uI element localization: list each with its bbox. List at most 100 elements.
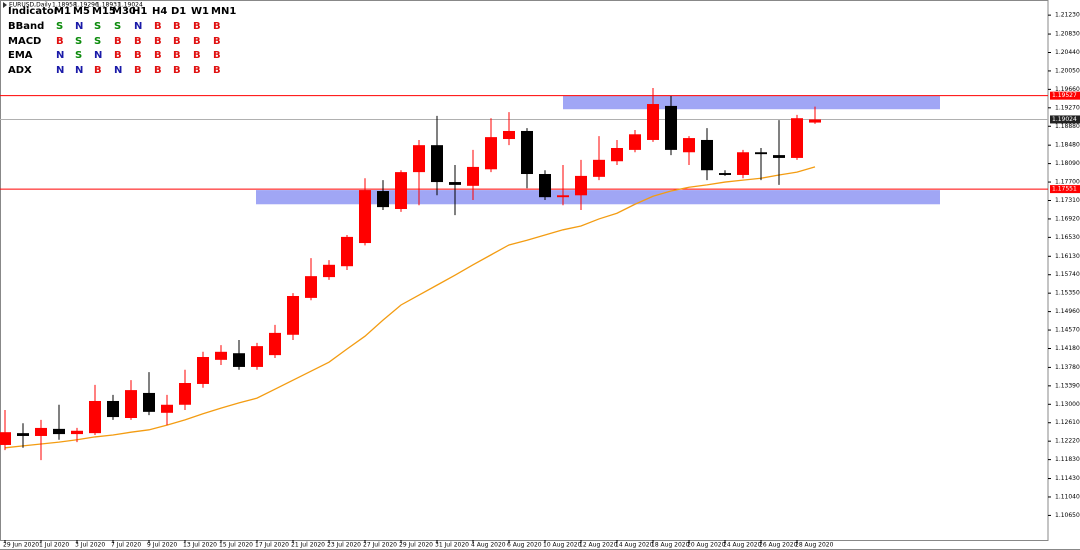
signal-cell: S (75, 35, 83, 47)
candle-body (791, 118, 803, 158)
candle-body (125, 390, 137, 419)
signal-cell: S (114, 20, 122, 32)
y-tick-label: 1.14180 (1055, 345, 1080, 352)
candle-body (737, 152, 749, 175)
symbol-icon (3, 2, 7, 8)
signal-cell: B (213, 50, 221, 62)
candle-body (431, 145, 443, 183)
y-tick-label: 1.16130 (1055, 253, 1080, 260)
y-tick-label: 1.13390 (1055, 382, 1080, 389)
signal-cell: B (154, 20, 162, 32)
x-tick-label: 9 Jul 2020 (147, 542, 177, 549)
candle-body (251, 346, 263, 367)
signal-cell: B (56, 35, 64, 47)
indicator-name: ADX (8, 65, 32, 77)
signal-cell: N (56, 50, 65, 62)
signal-cell: B (154, 50, 162, 62)
y-tick-label: 1.10650 (1055, 512, 1080, 519)
candle-body (719, 173, 731, 175)
signal-cell: S (75, 50, 83, 62)
candle-body (629, 134, 641, 150)
signal-cell: B (134, 65, 142, 77)
price-label-box (1050, 115, 1080, 124)
signal-cell: B (94, 65, 102, 77)
moving-average (4, 166, 816, 449)
y-tick-label: 1.13780 (1055, 364, 1080, 371)
x-tick-label: 24 Aug 2020 (723, 542, 762, 549)
signal-cell: B (213, 35, 221, 47)
signal-cell: N (134, 20, 143, 32)
candle-body (107, 400, 119, 418)
x-tick-label: 29 Jul 2020 (399, 542, 433, 549)
y-tick-label: 1.17700 (1055, 179, 1080, 186)
y-tick-label: 1.11430 (1055, 475, 1080, 482)
candle-body (557, 195, 569, 198)
signal-cell: B (173, 50, 181, 62)
candle-body (197, 357, 209, 384)
signal-cell: B (213, 65, 221, 77)
candle-body (593, 159, 605, 177)
y-tick-label: 1.17310 (1055, 197, 1080, 204)
indicator-name: MACD (8, 35, 42, 47)
candle-body (539, 174, 551, 198)
indicator-name: EMA (8, 50, 33, 62)
header-cell: Indicator (8, 6, 59, 17)
symbol: EURUSD,Daily (9, 2, 52, 9)
header-cell: W1 (191, 6, 209, 17)
candle-body (35, 427, 47, 436)
indicator-name: BBand (8, 20, 45, 32)
price-label-box (1050, 185, 1080, 194)
x-tick-label: 3 Jul 2020 (75, 542, 105, 549)
y-tick-label: 1.12610 (1055, 419, 1080, 426)
y-tick-label: 1.18480 (1055, 142, 1080, 149)
candle-body (341, 236, 353, 267)
candle-body (215, 351, 227, 360)
x-tick-label: 17 Jul 2020 (255, 542, 289, 549)
y-tick-label: 1.15350 (1055, 290, 1080, 297)
candle-body (449, 182, 461, 185)
candle-body (647, 104, 659, 140)
x-tick-label: 12 Aug 2020 (579, 542, 618, 549)
price-label: 1.19024 (1052, 116, 1077, 123)
y-tick-label: 1.20830 (1055, 31, 1080, 38)
candle-body (323, 264, 335, 278)
price-label: 1.17551 (1052, 186, 1077, 193)
signal-cell: B (114, 35, 122, 47)
signal-cell: B (134, 35, 142, 47)
candle-body (611, 148, 623, 162)
candle-body (377, 191, 389, 208)
signal-cell: N (94, 50, 103, 62)
y-tick-label: 1.19270 (1055, 104, 1080, 111)
header-cell: M1 (54, 6, 71, 17)
candle-body (17, 433, 29, 436)
y-tick-label: 1.16530 (1055, 234, 1080, 241)
ohlc-value: 1.18931 (96, 2, 121, 9)
x-tick-label: 31 Jul 2020 (435, 542, 469, 549)
candle-body (143, 392, 155, 412)
candle-body (485, 137, 497, 170)
x-tick-label: 20 Aug 2020 (687, 542, 726, 549)
signal-cell: B (154, 35, 162, 47)
y-tick-label: 1.18880 (1055, 123, 1080, 130)
header-cell: D1 (171, 6, 187, 17)
candle-body (179, 383, 191, 405)
candle-body (89, 400, 101, 434)
y-tick-label: 1.11040 (1055, 493, 1080, 500)
header-cell: MN1 (211, 6, 237, 17)
header-cell: M30 (112, 6, 136, 17)
candle-body (161, 404, 173, 413)
signal-cell: S (94, 20, 102, 32)
plot-frame (0, 0, 1049, 541)
candle-body (683, 138, 695, 153)
x-tick-label: 7 Jul 2020 (111, 542, 141, 549)
header-cell: H4 (152, 6, 168, 17)
signal-cell: B (193, 65, 201, 77)
y-tick-label: 1.15740 (1055, 271, 1080, 278)
candle-body (701, 139, 713, 171)
candle-body (395, 172, 407, 210)
y-tick-label: 1.21230 (1055, 12, 1080, 19)
y-tick-label: 1.16920 (1055, 215, 1080, 222)
candle-body (413, 145, 425, 173)
